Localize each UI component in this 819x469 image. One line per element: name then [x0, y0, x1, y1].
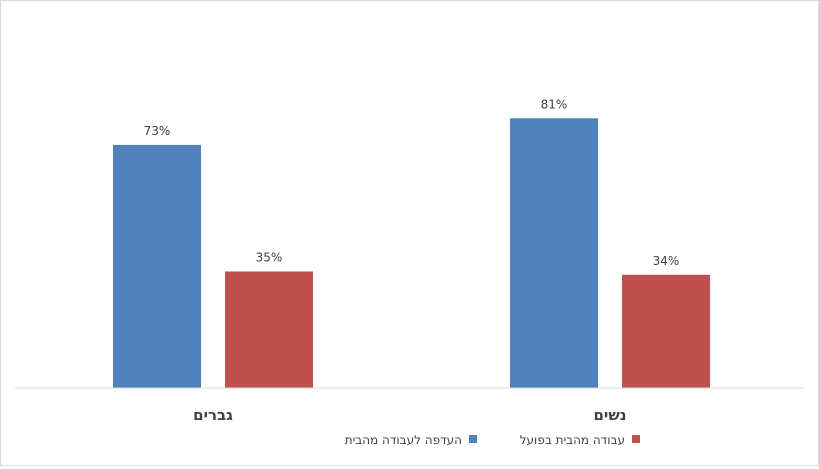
bar-1-1: [113, 144, 201, 388]
bar-2-1: [510, 118, 598, 389]
bars-layer: [113, 118, 710, 389]
legend-swatch-1: [469, 435, 477, 443]
bar-1-2: [225, 271, 313, 388]
legend-label-1: העדפה לעבודה מהבית: [345, 433, 462, 447]
data-label-1-1: 73%: [144, 124, 171, 138]
data-label-1-2: 35%: [256, 250, 283, 264]
legend-swatch-2: [632, 435, 640, 443]
legend: העדפה לעבודה מהבית עבודה מהבית בפועל: [345, 433, 640, 447]
data-label-2-2: 34%: [653, 254, 680, 268]
bar-2-2: [622, 274, 710, 388]
category-label-2: נשים: [593, 406, 626, 424]
category-label-1: גברים: [193, 406, 233, 424]
labels-layer: 73% 35% גברים 81% 34% נשים: [144, 97, 680, 424]
data-label-2-1: 81%: [541, 97, 568, 111]
legend-label-2: עבודה מהבית בפועל: [520, 433, 625, 447]
